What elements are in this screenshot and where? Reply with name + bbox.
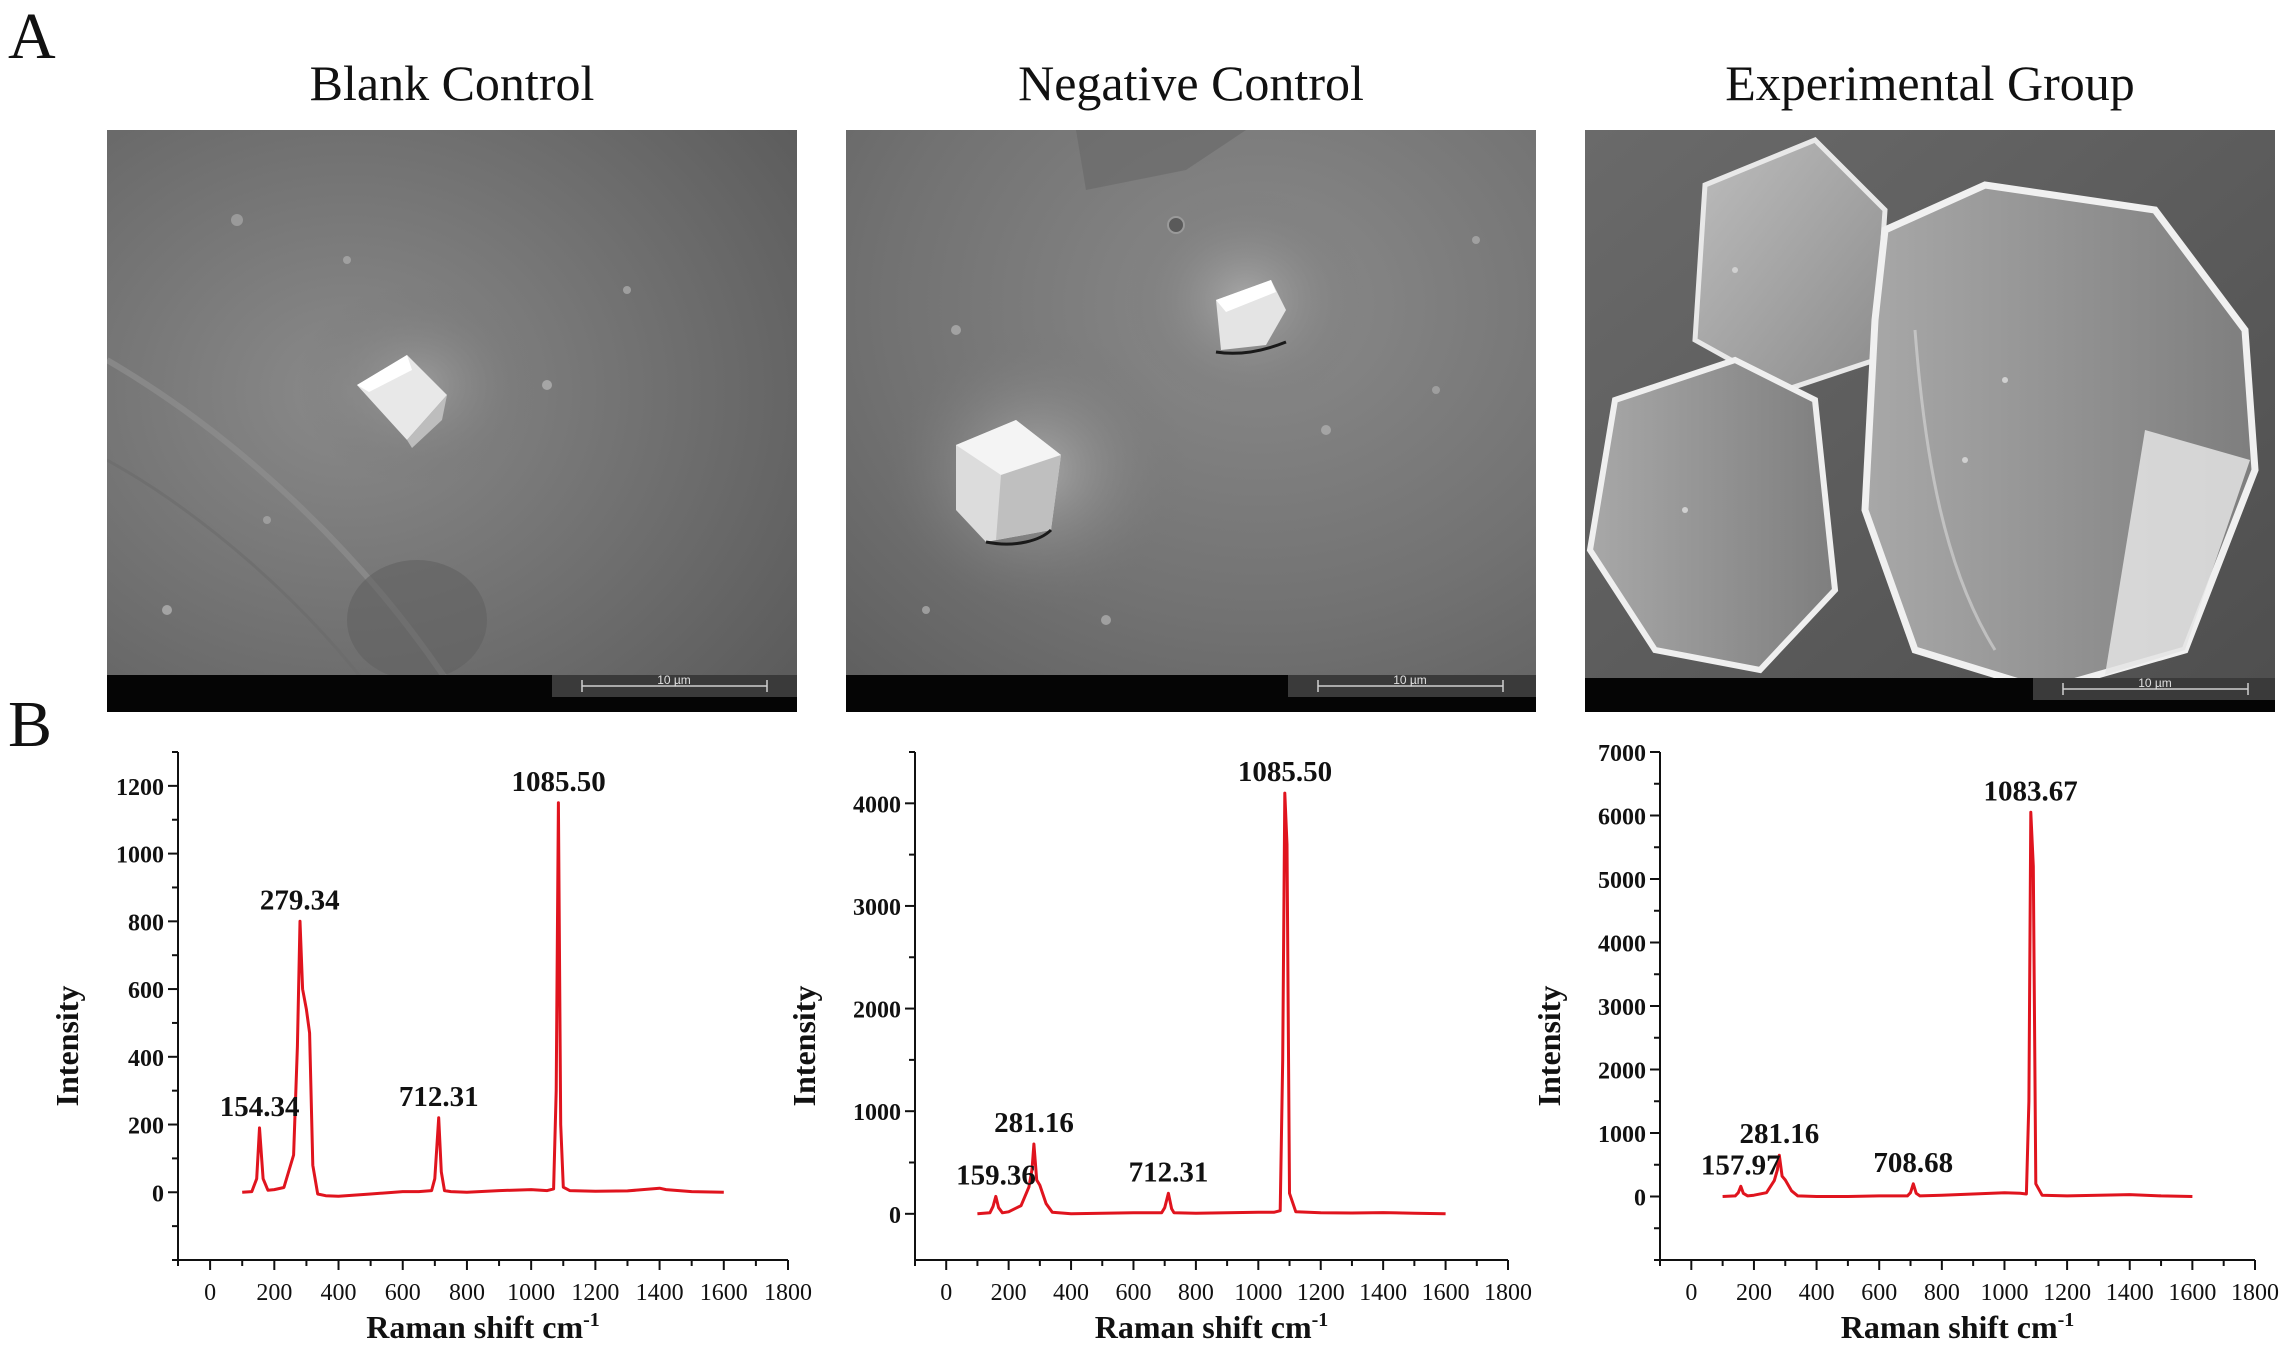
y-tick-label: 0 [889, 1203, 901, 1229]
sem-image-blank-control: 10 µm [107, 130, 797, 712]
panel-label-b: B [8, 688, 53, 761]
spectrum-line [977, 791, 1446, 1216]
x-tick-label: 1600 [1422, 1280, 1470, 1306]
y-tick-label: 5000 [1598, 868, 1646, 894]
y-tick-label: 2000 [1598, 1059, 1646, 1085]
y-tick-label: 6000 [1598, 805, 1646, 831]
y-tick-label: 4000 [1598, 932, 1646, 958]
peak-label: 279.34 [260, 884, 340, 916]
peak-label: 159.36 [956, 1159, 1036, 1191]
scale-bar-label: 10 µm [2138, 676, 2172, 690]
x-axis-label: Raman shift cm-1 [1095, 1309, 1329, 1345]
peak-label: 712.31 [399, 1081, 479, 1113]
x-tick-label: 1600 [2168, 1280, 2216, 1306]
scale-bar-label: 10 µm [1393, 673, 1427, 687]
x-tick-label: 1800 [764, 1280, 812, 1306]
x-tick-label: 200 [256, 1280, 292, 1306]
y-tick-label: 600 [128, 978, 164, 1004]
x-tick-label: 0 [204, 1280, 216, 1306]
y-axis-label: Intensity [49, 986, 85, 1107]
y-axis-label: Intensity [1531, 986, 1567, 1107]
spectrum-line [242, 801, 724, 1198]
x-tick-label: 400 [321, 1280, 357, 1306]
x-tick-label: 1000 [1980, 1280, 2028, 1306]
y-tick-label: 1200 [116, 775, 164, 801]
x-tick-label: 800 [1178, 1280, 1214, 1306]
x-tick-label: 1600 [700, 1280, 748, 1306]
sem-title-blank-control: Blank Control [309, 55, 595, 111]
scale-bar-label: 10 µm [657, 673, 691, 687]
sem-title-negative-control: Negative Control [1018, 55, 1364, 111]
x-tick-label: 1800 [2231, 1280, 2279, 1306]
sem-title-experimental-group: Experimental Group [1725, 55, 2135, 111]
x-axis-label: Raman shift cm-1 [1841, 1309, 2075, 1345]
x-axis-label-superscript: -1 [1312, 1309, 1329, 1331]
x-tick-label: 1400 [2106, 1280, 2154, 1306]
x-tick-label: 1200 [2043, 1280, 2091, 1306]
peak-label: 157.97 [1701, 1149, 1781, 1181]
peak-label: 1083.67 [1984, 775, 2078, 807]
y-tick-label: 200 [128, 1114, 164, 1140]
x-tick-label: 200 [991, 1280, 1027, 1306]
sem-image-negative-control: 10 µm [846, 130, 1536, 712]
y-tick-label: 3000 [853, 895, 901, 921]
peak-label: 281.16 [994, 1107, 1074, 1139]
peak-label: 712.31 [1129, 1156, 1209, 1188]
y-tick-label: 7000 [1598, 741, 1646, 767]
x-tick-label: 1400 [636, 1280, 684, 1306]
y-tick-label: 1000 [853, 1100, 901, 1126]
x-tick-label: 800 [449, 1280, 485, 1306]
y-tick-label: 2000 [853, 998, 901, 1024]
y-tick-label: 0 [1634, 1186, 1646, 1212]
x-tick-label: 1000 [507, 1280, 555, 1306]
peak-label: 708.68 [1873, 1147, 1953, 1179]
y-tick-label: 400 [128, 1046, 164, 1072]
x-tick-label: 600 [1861, 1280, 1897, 1306]
y-tick-label: 3000 [1598, 995, 1646, 1021]
x-tick-label: 0 [1685, 1280, 1697, 1306]
peak-label: 154.34 [220, 1091, 300, 1123]
peak-label: 1085.50 [511, 766, 605, 798]
x-tick-label: 400 [1799, 1280, 1835, 1306]
y-tick-label: 1000 [1598, 1122, 1646, 1148]
panel-label-a: A [8, 0, 56, 73]
x-axis-label-superscript: -1 [2058, 1309, 2075, 1331]
x-tick-label: 200 [1736, 1280, 1772, 1306]
x-tick-label: 600 [1115, 1280, 1151, 1306]
x-tick-label: 1400 [1359, 1280, 1407, 1306]
x-tick-label: 800 [1924, 1280, 1960, 1306]
x-axis-label-superscript: -1 [583, 1309, 600, 1331]
x-axis-label: Raman shift cm-1 [366, 1309, 600, 1345]
y-tick-label: 1000 [116, 843, 164, 869]
x-tick-label: 1800 [1484, 1280, 1532, 1306]
x-tick-label: 1200 [1297, 1280, 1345, 1306]
peak-label: 281.16 [1739, 1118, 1819, 1150]
spectrum-line [1722, 810, 2193, 1198]
x-tick-label: 0 [940, 1280, 952, 1306]
y-axis-label: Intensity [786, 986, 822, 1107]
sem-image-experimental-group: 10 µm [1585, 130, 2275, 712]
x-tick-label: 1200 [571, 1280, 619, 1306]
x-tick-label: 600 [385, 1280, 421, 1306]
x-tick-label: 1000 [1234, 1280, 1282, 1306]
y-tick-label: 4000 [853, 792, 901, 818]
x-tick-label: 400 [1053, 1280, 1089, 1306]
y-tick-label: 800 [128, 910, 164, 936]
peak-label: 1085.50 [1238, 756, 1332, 788]
y-tick-label: 0 [152, 1181, 164, 1207]
